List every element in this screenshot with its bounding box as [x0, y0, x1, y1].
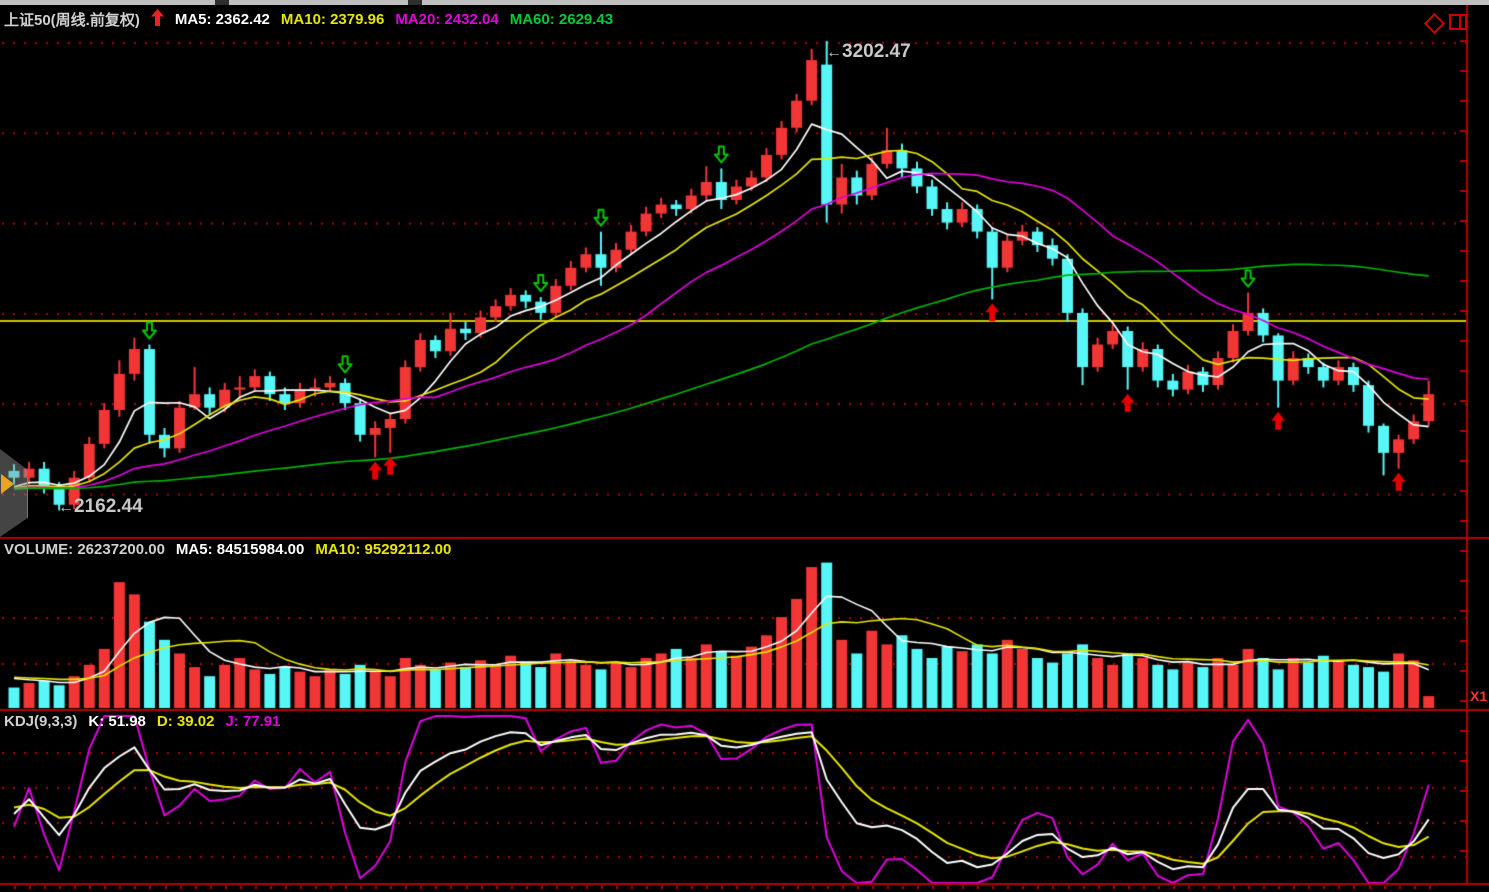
top-strip-notch — [215, 0, 229, 5]
kdj-title-label: KDJ(9,3,3) — [4, 713, 78, 730]
kdj-j-label: J: 77.91 — [225, 713, 281, 730]
low-arrow-icon: ← — [58, 499, 74, 516]
trend-up-icon — [150, 9, 164, 30]
x1-scale-label: X1 — [1470, 688, 1488, 704]
split-window-icon[interactable] — [1449, 14, 1467, 30]
main-chart-header: 上证50(周线.前复权) MA5: 2362.42 MA10: 2379.96 … — [4, 9, 613, 30]
low-price-annotation: ←2162.44 — [58, 496, 143, 517]
top-strip-notch — [408, 0, 422, 5]
high-arrow-icon: ← — [826, 44, 842, 61]
kdj-d-label: D: 39.02 — [156, 713, 215, 730]
symbol-title: 上证50(周线.前复权) — [4, 12, 140, 29]
ma5-price-label: MA5: 2362.42 — [174, 11, 270, 28]
split-window-divider — [1459, 16, 1461, 28]
volume-ma5-label: MA5: 84515984.00 — [175, 541, 305, 558]
high-price-annotation: ←3202.47 — [826, 41, 911, 62]
kdj-header: KDJ(9,3,3) K: 51.98 D: 39.02 J: 77.91 — [4, 713, 281, 730]
volume-header: VOLUME: 26237200.00 MA5: 84515984.00 MA1… — [4, 541, 451, 558]
volume-value-label: VOLUME: 26237200.00 — [4, 541, 165, 558]
ma60-price-label: MA60: 2629.43 — [509, 11, 614, 28]
ma20-price-label: MA20: 2432.04 — [395, 11, 499, 28]
ma10-price-label: MA10: 2379.96 — [280, 11, 385, 28]
volume-ma10-label: MA10: 95292112.00 — [315, 541, 452, 558]
top-edge-strip — [0, 0, 1489, 5]
kdj-k-label: K: 51.98 — [88, 713, 146, 730]
left-marker-icon — [1, 474, 14, 494]
